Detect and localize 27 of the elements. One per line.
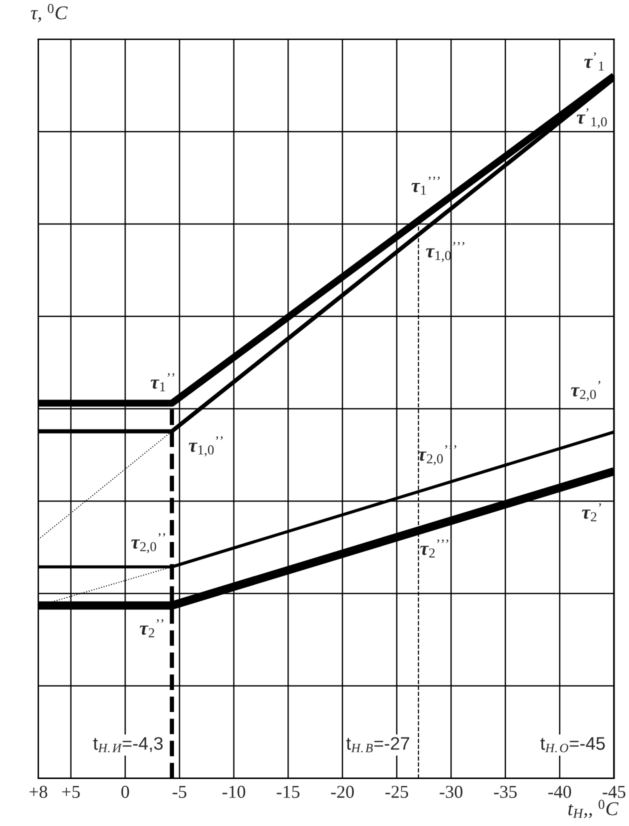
x-axis-title: t$_{Н}$,, $^{0}$C: [568, 800, 618, 818]
annotation: τ$_{2}$$^{’’’}$: [420, 539, 448, 558]
x-tick-label: 0: [121, 786, 130, 798]
x-tick-label: +5: [62, 786, 80, 798]
annotation: τ$_{2,0}$$^{’}$: [571, 380, 600, 402]
x-tick-label: -40: [548, 786, 572, 798]
x-tick-label: -25: [385, 786, 408, 798]
y-axis-title: τ, $^{0}$C: [30, 4, 68, 22]
ref-line-label: t$_{Н.О}$=-45: [540, 737, 605, 752]
ref-line-label: t$_{Н.И}$=-4,3: [93, 737, 163, 752]
x-tick-label: +8: [30, 786, 48, 798]
annotation: τ$_{1}$$^{’’’}$: [412, 176, 440, 195]
x-tick-label: -30: [440, 786, 462, 798]
x-tick-label: -10: [222, 786, 246, 798]
x-tick-label: -5: [172, 786, 186, 798]
annotation: τ$^{’}$$_{1,0}$: [576, 108, 607, 128]
text: τ$^{’}$$_{1}$: [584, 52, 604, 70]
annotation: τ$_{2}$$^{’’}$: [140, 619, 164, 638]
annotation: τ$_{2}$$^{’}$: [582, 503, 601, 522]
annotation: τ$_{1}$$^{’’}$: [150, 373, 174, 392]
x-tick-label: -35: [494, 786, 517, 798]
x-tick-label: -15: [276, 786, 300, 798]
x-tick-label: -45: [602, 786, 626, 798]
x-tick-label: -20: [331, 786, 354, 798]
annotation: τ$_{2,0}$$^{’’}$: [131, 533, 166, 554]
ref-line-label: t$_{Н.В}$=-27: [346, 737, 410, 752]
annotation: τ$_{1,0}$$^{’’}$: [188, 436, 223, 456]
